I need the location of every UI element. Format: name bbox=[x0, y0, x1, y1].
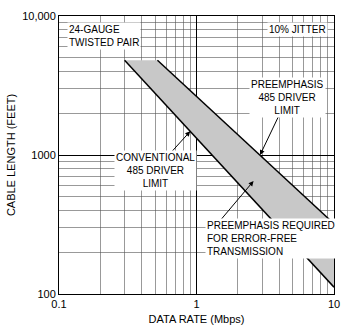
svg-text:CONVENTIONAL485 DRIVERLIMIT: CONVENTIONAL485 DRIVERLIMIT bbox=[116, 152, 195, 189]
svg-text:1: 1 bbox=[193, 298, 199, 310]
svg-text:100: 100 bbox=[37, 288, 55, 300]
svg-text:1000: 1000 bbox=[31, 149, 55, 161]
svg-text:DATA RATE (Mbps): DATA RATE (Mbps) bbox=[149, 313, 245, 325]
svg-text:10: 10 bbox=[328, 298, 340, 310]
svg-text:0.1: 0.1 bbox=[51, 298, 66, 310]
svg-text:10% JITTER: 10% JITTER bbox=[269, 24, 326, 35]
svg-text:CABLE LENGTH (FEET): CABLE LENGTH (FEET) bbox=[5, 94, 17, 216]
svg-text:PREEMPHASIS REQUIREDFOR ERROR-: PREEMPHASIS REQUIREDFOR ERROR-FREETRANSM… bbox=[207, 220, 335, 257]
svg-text:24-GAUGETWISTED PAIR: 24-GAUGETWISTED PAIR bbox=[69, 24, 139, 48]
svg-text:PREEMPHASIS485 DRIVERLIMIT: PREEMPHASIS485 DRIVERLIMIT bbox=[251, 79, 324, 116]
svg-text:10,000: 10,000 bbox=[22, 10, 56, 22]
